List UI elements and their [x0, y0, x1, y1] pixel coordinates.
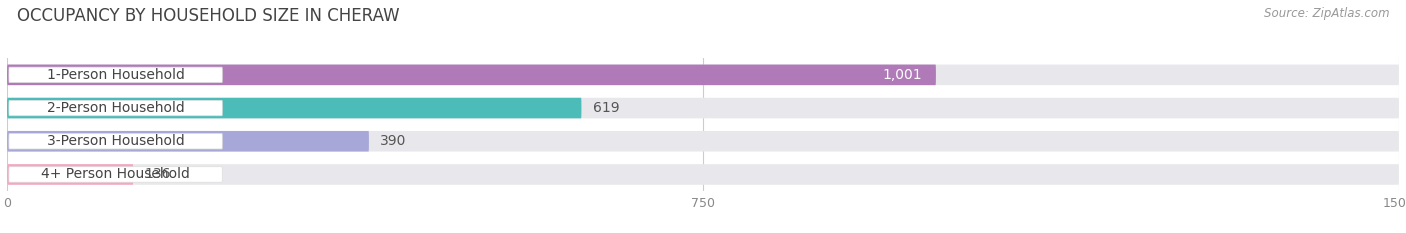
FancyBboxPatch shape [7, 98, 582, 118]
FancyBboxPatch shape [7, 164, 1399, 185]
FancyBboxPatch shape [7, 65, 1399, 85]
FancyBboxPatch shape [7, 98, 1399, 118]
FancyBboxPatch shape [7, 131, 368, 151]
Text: 2-Person Household: 2-Person Household [46, 101, 184, 115]
Text: 619: 619 [592, 101, 619, 115]
FancyBboxPatch shape [8, 67, 222, 82]
FancyBboxPatch shape [7, 65, 936, 85]
Text: 390: 390 [380, 134, 406, 148]
Text: 1,001: 1,001 [883, 68, 922, 82]
Text: Source: ZipAtlas.com: Source: ZipAtlas.com [1264, 7, 1389, 20]
Text: 1-Person Household: 1-Person Household [46, 68, 184, 82]
FancyBboxPatch shape [7, 164, 134, 185]
FancyBboxPatch shape [8, 167, 222, 182]
FancyBboxPatch shape [7, 131, 1399, 151]
FancyBboxPatch shape [8, 100, 222, 116]
Text: 136: 136 [145, 168, 172, 182]
FancyBboxPatch shape [8, 134, 222, 149]
Text: 4+ Person Household: 4+ Person Household [41, 168, 190, 182]
Text: OCCUPANCY BY HOUSEHOLD SIZE IN CHERAW: OCCUPANCY BY HOUSEHOLD SIZE IN CHERAW [17, 7, 399, 25]
Text: 3-Person Household: 3-Person Household [46, 134, 184, 148]
